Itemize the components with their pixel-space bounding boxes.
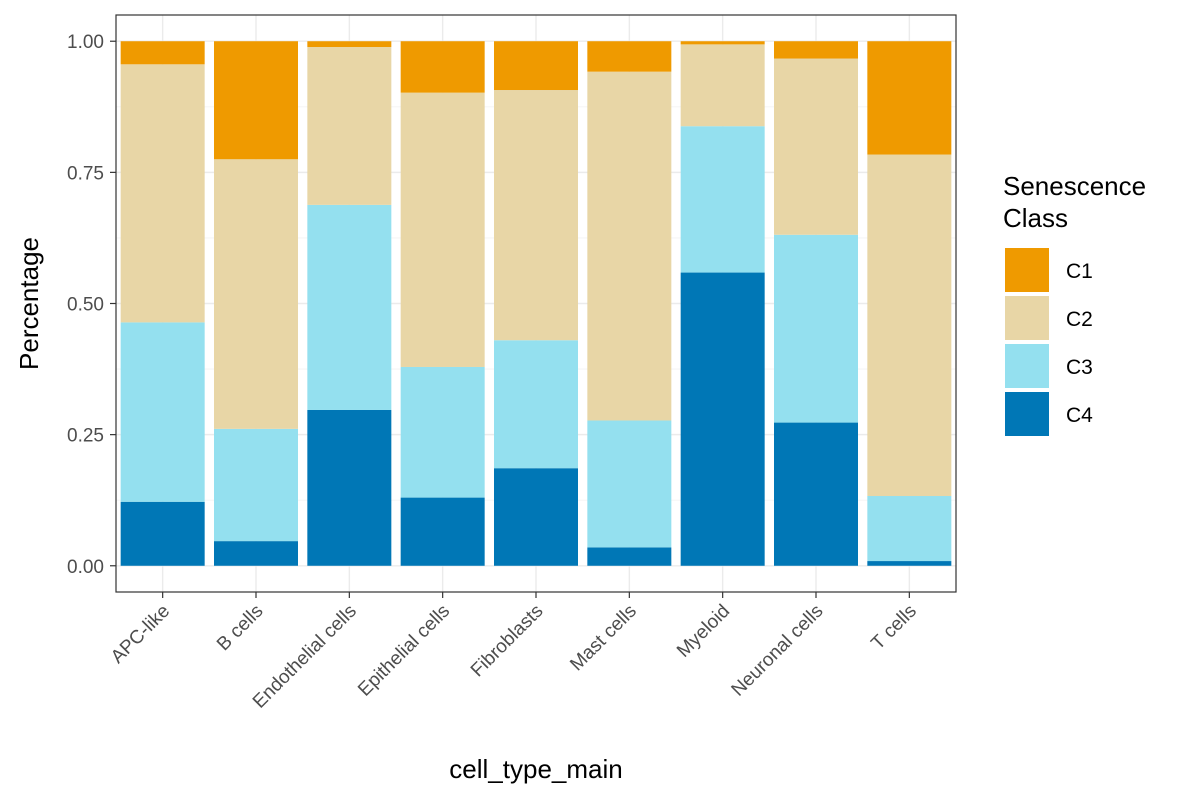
- bar-segment-c2: [400, 92, 485, 367]
- y-axis-title: Percentage: [14, 237, 44, 370]
- bar-segment-c3: [774, 234, 858, 423]
- bar-segment-c2: [120, 64, 205, 323]
- bar-segment-c2: [774, 58, 858, 235]
- legend-title-line-2: Class: [1003, 203, 1068, 233]
- legend-label-c1: C1: [1066, 260, 1093, 283]
- bar-segment-c1: [867, 41, 952, 155]
- legend-swatch-c3: [1005, 344, 1049, 388]
- bar-segment-c4: [120, 501, 205, 566]
- x-tick-label: B cells: [213, 601, 267, 655]
- bar-segment-c4: [307, 409, 392, 566]
- legend: Senescence Class C1 C2 C3 C4: [1003, 171, 1146, 436]
- y-tick-label: 1.00: [67, 32, 104, 53]
- bar-segment-c1: [494, 41, 578, 91]
- bar-segment-c3: [214, 428, 298, 542]
- bar-segment-c1: [400, 41, 485, 93]
- bar-segment-c4: [400, 497, 485, 566]
- bar-segment-c2: [680, 44, 765, 127]
- bar-segment-c4: [774, 422, 858, 566]
- x-tick-label: Fibroblasts: [467, 601, 548, 682]
- bars-layer: [120, 41, 952, 566]
- bar-segment-c1: [214, 41, 298, 160]
- x-tick-label: APC-like: [107, 601, 174, 668]
- bar-segment-c3: [307, 204, 392, 410]
- legend-label-c4: C4: [1066, 404, 1093, 427]
- legend-label-c2: C2: [1066, 308, 1093, 331]
- bar-segment-c3: [680, 126, 765, 273]
- legend-swatch-c1: [1005, 248, 1049, 292]
- bar-segment-c3: [120, 322, 205, 502]
- bar-segment-c1: [587, 41, 672, 72]
- bar-segment-c2: [867, 154, 952, 497]
- bar-segment-c1: [680, 41, 765, 45]
- legend-title-line-1: Senescence: [1003, 171, 1146, 201]
- bar-segment-c2: [494, 90, 578, 341]
- x-axis-title: cell_type_main: [449, 754, 622, 784]
- bar-segment-c2: [307, 46, 392, 205]
- x-tick-label: T cells: [867, 601, 920, 654]
- y-tick-label: 0.50: [67, 295, 104, 316]
- bar-segment-c1: [120, 41, 205, 65]
- bar-segment-c4: [587, 547, 672, 566]
- y-tick-label: 0.25: [67, 426, 104, 447]
- bar-segment-c3: [400, 366, 485, 498]
- x-tick-label: Mast cells: [566, 601, 641, 676]
- bar-segment-c1: [774, 41, 858, 59]
- y-tick-label: 0.00: [67, 557, 104, 578]
- x-tick-label: Epithelial cells: [354, 601, 454, 701]
- x-tick-label: Myeloid: [673, 601, 734, 662]
- bar-segment-c2: [214, 159, 298, 429]
- y-axis: 0.00 0.25 0.50 0.75 1.00: [67, 32, 116, 578]
- bar-segment-c1: [307, 41, 392, 47]
- legend-entries: C1 C2 C3 C4: [1005, 248, 1093, 436]
- legend-swatch-c4: [1005, 392, 1049, 436]
- bar-segment-c3: [494, 340, 578, 469]
- bar-segment-c4: [867, 561, 952, 566]
- bar-segment-c2: [587, 71, 672, 421]
- bar-segment-c4: [680, 272, 765, 566]
- bar-segment-c3: [587, 420, 672, 548]
- legend-label-c3: C3: [1066, 356, 1093, 379]
- x-tick-label: Endothelial cells: [249, 601, 361, 713]
- bar-segment-c4: [214, 541, 298, 566]
- bar-segment-c4: [494, 468, 578, 566]
- legend-swatch-c2: [1005, 296, 1049, 340]
- bar-segment-c3: [867, 496, 952, 562]
- y-tick-label: 0.75: [67, 163, 104, 184]
- x-tick-label: Neuronal cells: [728, 601, 828, 701]
